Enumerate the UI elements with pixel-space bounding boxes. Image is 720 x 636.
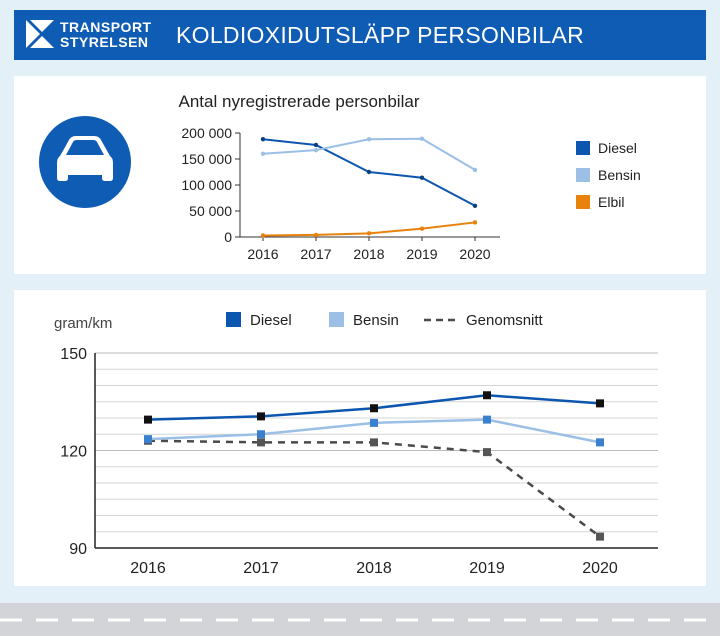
chart1-y-tick-label: 0 <box>224 229 232 245</box>
chart1-legend-swatch-diesel <box>576 141 590 155</box>
chart2-legend-swatch-diesel <box>226 312 241 327</box>
chart1-legend-label-diesel: Diesel <box>598 140 637 156</box>
chart2-legend-label-bensin: Bensin <box>353 312 399 329</box>
header-banner: TRANSPORT STYRELSEN KOLDIOXIDUTSLÄPP PER… <box>14 10 706 60</box>
chart2-point-bensin <box>596 438 604 447</box>
chart1-point-bensin <box>419 136 425 141</box>
chart1-point-elbil <box>313 232 319 238</box>
chart2-point-diesel <box>596 399 604 408</box>
chart1-point-elbil <box>419 226 425 231</box>
chart1-point-diesel <box>313 142 319 148</box>
chart1-x-tick-label: 2017 <box>300 246 331 262</box>
chart1-point-diesel <box>260 137 266 142</box>
chart2-y-tick-label: 120 <box>60 444 87 461</box>
chart1-y-tick-label: 50 000 <box>189 203 232 219</box>
chart1-point-bensin <box>366 137 372 142</box>
page-title: KOLDIOXIDUTSLÄPP PERSONBILAR <box>176 22 585 48</box>
chart1-x-tick-label: 2020 <box>459 246 490 262</box>
chart2-x-tick-label: 2019 <box>469 560 505 577</box>
logo-line1: TRANSPORT <box>60 19 152 35</box>
chart2-y-axis-label: gram/km <box>54 315 112 332</box>
chart2-point-bensin <box>370 418 378 427</box>
chart2-point-genomsnitt <box>257 438 265 447</box>
chart2-point-bensin <box>483 415 491 424</box>
chart2-point-bensin <box>257 430 265 439</box>
transportstyrelsen-logo-icon <box>26 20 54 48</box>
registrations-panel: Antal nyregistrerade personbilar 0 50 000 1… <box>14 76 706 274</box>
car-icon <box>39 116 131 208</box>
road-markings <box>0 618 720 622</box>
registrations-chart: Antal nyregistrerade personbilar 0 50 000 1… <box>39 92 641 262</box>
chart2-point-genomsnitt <box>370 438 378 447</box>
emissions-chart: gram/km 90 120 150 2016 2017 2018 2019 2020 Diese… <box>54 312 658 577</box>
chart1-point-elbil <box>366 231 372 236</box>
chart2-point-diesel <box>257 412 265 421</box>
chart2-legend-label-diesel: Diesel <box>250 312 292 329</box>
logo-line2: STYRELSEN <box>60 34 149 50</box>
chart1-y-tick-label: 200 000 <box>181 125 232 141</box>
chart1-point-bensin <box>472 167 478 173</box>
chart1-legend-label-bensin: Bensin <box>598 167 641 183</box>
chart2-y-tick-label: 90 <box>69 541 87 558</box>
chart1-y-tick-label: 100 000 <box>181 177 232 193</box>
chart2-legend-label-genomsnitt: Genomsnitt <box>466 312 544 329</box>
chart2-point-diesel <box>483 391 491 400</box>
chart2-line-genomsnitt <box>147 439 601 538</box>
chart1-point-elbil <box>472 220 478 225</box>
chart2-x-tick-label: 2020 <box>582 560 618 577</box>
chart1-legend-swatch-bensin <box>576 168 590 182</box>
chart1-x-tick-label: 2019 <box>406 246 437 262</box>
chart2-x-tick-label: 2016 <box>130 560 166 577</box>
chart2-point-genomsnitt <box>596 532 604 541</box>
logo-text: TRANSPORT STYRELSEN <box>60 20 152 50</box>
chart1-point-diesel <box>419 175 425 180</box>
chart2-legend-swatch-bensin <box>329 312 344 327</box>
chart2-y-tick-label: 150 <box>60 346 87 363</box>
chart1-point-elbil <box>260 233 266 238</box>
chart1-x-tick-label: 2018 <box>353 246 384 262</box>
road-decoration <box>0 603 720 636</box>
chart1-point-diesel <box>366 169 372 175</box>
chart2-x-tick-label: 2017 <box>243 560 279 577</box>
chart1-y-tick-label: 150 000 <box>181 151 232 167</box>
chart2-point-diesel <box>144 415 152 424</box>
chart2-point-bensin <box>144 435 152 444</box>
chart1-legend-label-elbil: Elbil <box>598 194 624 210</box>
chart1-point-diesel <box>472 203 478 208</box>
chart1-x-tick-label: 2016 <box>247 246 278 262</box>
chart1-title: Antal nyregistrerade personbilar <box>179 92 420 111</box>
chart1-point-bensin <box>313 147 319 153</box>
chart1-point-bensin <box>260 151 266 156</box>
chart2-point-genomsnitt <box>483 448 491 457</box>
chart1-legend-swatch-elbil <box>576 195 590 209</box>
chart2-point-diesel <box>370 404 378 413</box>
chart2-x-tick-label: 2018 <box>356 560 392 577</box>
emissions-panel: gram/km 90 120 150 2016 2017 2018 2019 2020 Diese… <box>14 290 706 586</box>
